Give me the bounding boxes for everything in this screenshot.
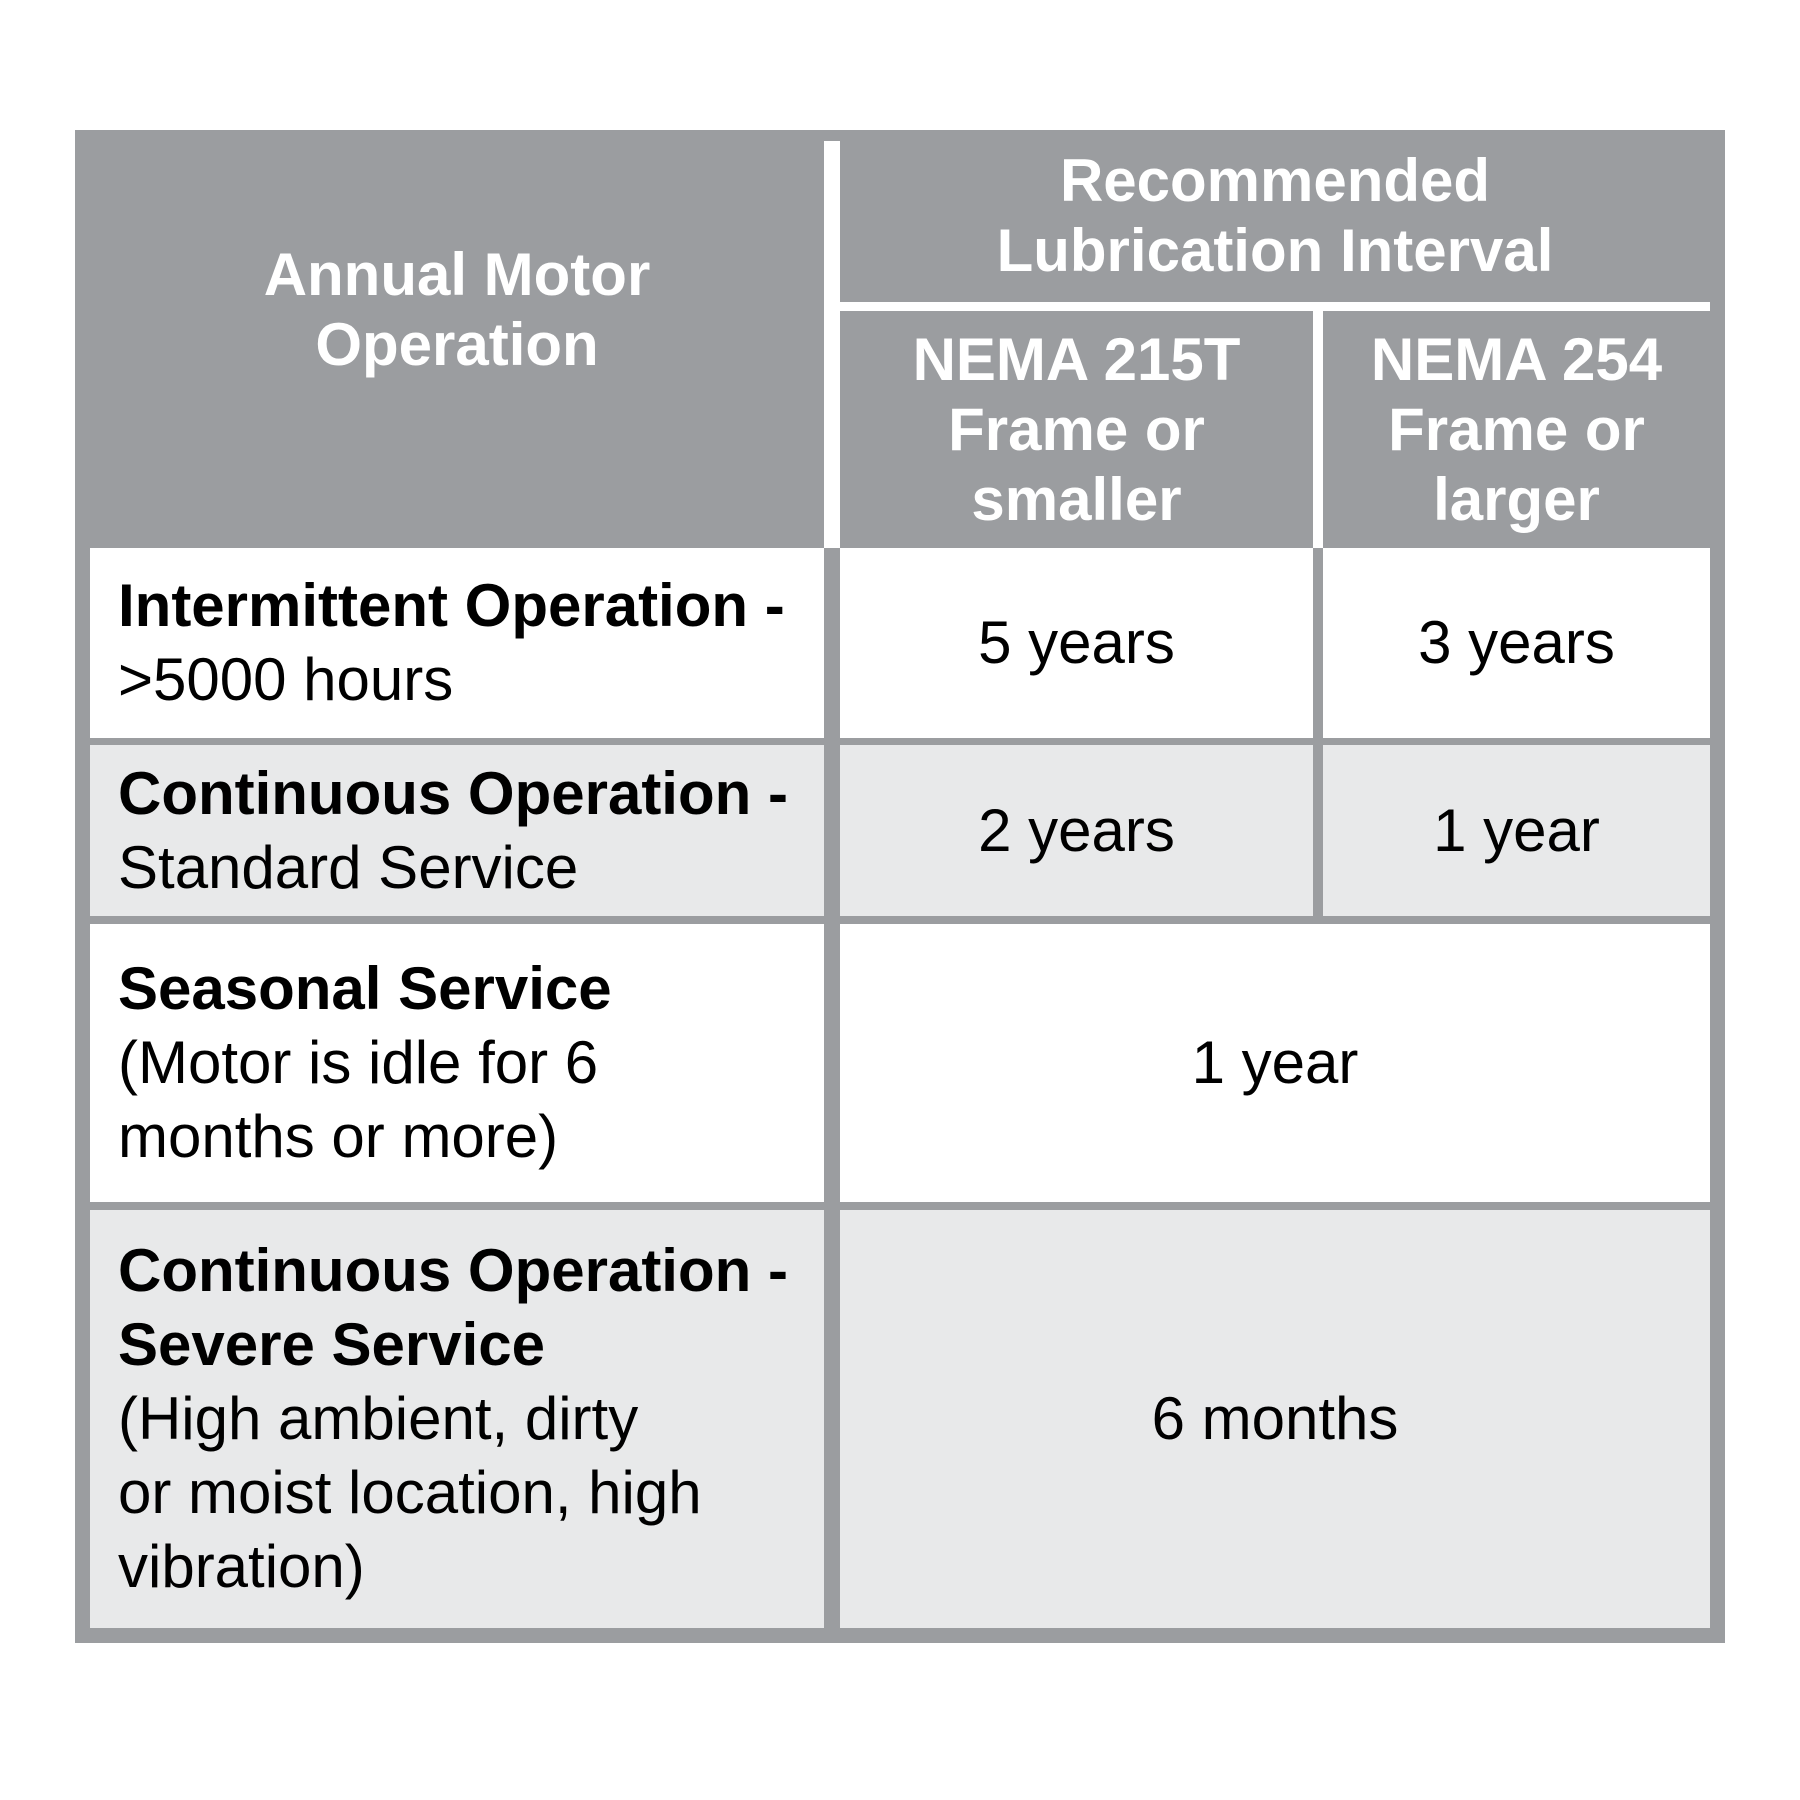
header-vertical-divider-middle [1313, 311, 1323, 548]
header-nema-254: NEMA 254 Frame or larger [1323, 311, 1710, 548]
header-annual-motor-operation: Annual Motor Operation [90, 130, 824, 548]
row-continuous-standard-label: Continuous Operation - Standard Service [90, 745, 824, 916]
row-seasonal-merged-value: 1 year [840, 924, 1710, 1202]
row-intermittent-nema254-value: 3 years [1323, 548, 1710, 738]
row-continuous-severe-merged-value: 6 months [840, 1210, 1710, 1628]
header-vertical-divider-left [824, 141, 840, 548]
row-continuous-standard-nema254-value: 1 year [1323, 745, 1710, 916]
row-seasonal-label-bold: Seasonal Service [118, 955, 612, 1022]
header-nema-215t-label: NEMA 215T Frame or smaller [912, 325, 1241, 533]
row-intermittent-label-bold: Intermittent Operation - [118, 572, 785, 639]
header-recommended-lubrication-interval: Recommended Lubrication Interval [840, 130, 1710, 302]
header-nema-215t: NEMA 215T Frame or smaller [840, 311, 1313, 548]
row-intermittent-label: Intermittent Operation - >5000 hours [90, 548, 824, 738]
row-continuous-severe-label-bold: Continuous Operation - Severe Service [118, 1237, 788, 1378]
row-continuous-severe-label: Continuous Operation - Severe Service (H… [90, 1210, 824, 1628]
row-seasonal-label: Seasonal Service (Motor is idle for 6 mo… [90, 924, 824, 1202]
row-continuous-standard-label-regular: Standard Service [118, 833, 579, 901]
header-recommended-lubrication-interval-label: Recommended Lubrication Interval [996, 147, 1554, 284]
row-intermittent-label-regular: >5000 hours [118, 646, 454, 713]
row-continuous-standard-label-bold: Continuous Operation - [118, 759, 788, 827]
lubrication-interval-table: Annual Motor Operation Recommended Lubri… [75, 130, 1725, 1643]
row-seasonal-label-regular: (Motor is idle for 6 months or more) [118, 1029, 599, 1170]
row-intermittent-nema215t-value: 5 years [840, 548, 1313, 738]
row-continuous-standard-nema215t-value: 2 years [840, 745, 1313, 916]
header-annual-motor-operation-label: Annual Motor Operation [263, 241, 651, 378]
header-horizontal-divider [824, 302, 1710, 311]
row-continuous-severe-label-regular: (High ambient, dirty or moist location, … [118, 1385, 702, 1600]
header-nema-254-label: NEMA 254 Frame or larger [1370, 325, 1663, 533]
